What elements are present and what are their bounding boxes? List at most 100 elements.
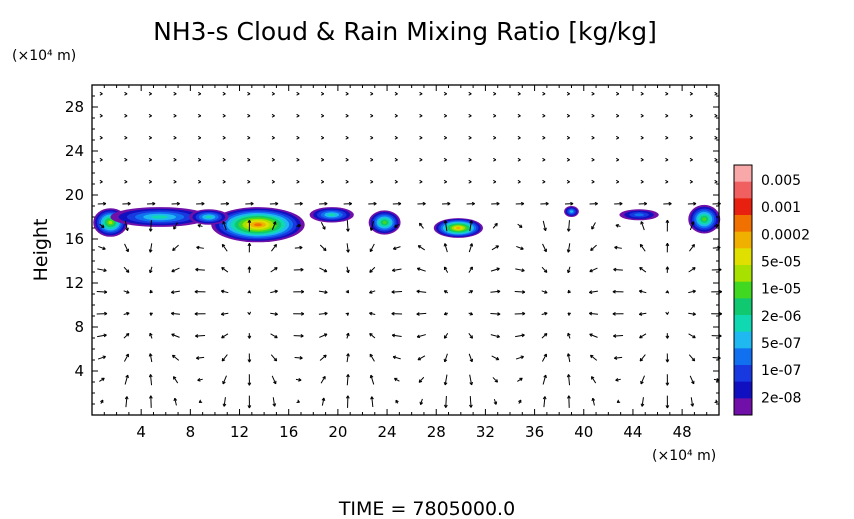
wind-vector-head xyxy=(148,353,153,357)
wind-vector xyxy=(221,267,229,273)
wind-vector-head xyxy=(417,245,422,249)
wind-vector-head xyxy=(247,91,251,96)
wind-vector-head xyxy=(693,201,697,206)
wind-vector-head xyxy=(615,113,620,118)
wind-vector-head xyxy=(544,290,548,294)
wind-vector-head xyxy=(172,247,176,251)
cloud-region xyxy=(564,206,579,217)
wind-vector-head xyxy=(469,311,474,316)
wind-vector xyxy=(294,356,303,359)
wind-vector xyxy=(567,374,571,386)
wind-vector-head xyxy=(369,333,373,337)
wind-vector-head xyxy=(221,267,225,271)
wind-vector-head xyxy=(275,201,279,206)
wind-vector xyxy=(416,312,427,315)
wind-vector-head xyxy=(197,91,202,96)
cloud-region xyxy=(110,207,209,227)
wind-vector xyxy=(222,375,227,385)
wind-vector-head xyxy=(271,91,275,96)
cloud-contour xyxy=(254,223,262,227)
wind-vector-head xyxy=(197,113,202,118)
wind-vector-head xyxy=(296,135,300,140)
wind-vector xyxy=(689,244,695,252)
wind-vector-head xyxy=(247,311,252,315)
wind-vector xyxy=(221,290,229,294)
wind-vector xyxy=(469,374,473,386)
wind-vector-head xyxy=(247,135,251,140)
wind-vector-head xyxy=(496,267,500,271)
wind-vector xyxy=(688,267,696,273)
wind-vector-head xyxy=(665,219,670,223)
wind-vector-head xyxy=(171,333,175,337)
wind-vector xyxy=(591,222,596,230)
colorbar-swatch xyxy=(734,215,752,233)
wind-vector-head xyxy=(323,268,328,273)
colorbar-swatch xyxy=(734,265,752,283)
wind-vector-head xyxy=(689,113,693,118)
wind-vector-head xyxy=(469,381,474,386)
wind-vector-head xyxy=(495,245,500,249)
wind-vector-head xyxy=(517,135,521,140)
wind-vector-head xyxy=(443,91,447,96)
wind-vector-head xyxy=(221,357,226,362)
wind-vector xyxy=(589,267,598,273)
wind-vector-head xyxy=(345,179,349,184)
y-tick-label: 28 xyxy=(65,98,84,116)
wind-vector-head xyxy=(296,113,300,118)
wind-vector-head xyxy=(247,290,252,294)
wind-vector-head xyxy=(443,266,448,270)
colorbar-label: 5e-05 xyxy=(761,255,801,271)
wind-vector-head xyxy=(370,135,374,140)
y-axis: 4 8 12 16 20 24 28 xyxy=(65,95,719,405)
wind-vector-head xyxy=(589,290,593,294)
wind-vector-head xyxy=(665,157,669,162)
wind-vector xyxy=(223,397,226,407)
wind-vector-head xyxy=(419,135,423,140)
wind-vector xyxy=(639,312,647,315)
wind-vector-head xyxy=(418,222,423,227)
wind-vector xyxy=(319,267,328,273)
wind-vector-head xyxy=(124,135,128,140)
wind-vector-head xyxy=(124,157,128,162)
wind-vector-head xyxy=(320,157,325,162)
wind-vector-head xyxy=(345,157,349,162)
wind-vector xyxy=(149,374,153,386)
wind-vector-head xyxy=(613,356,618,360)
wind-vector-head xyxy=(393,377,398,382)
wind-vector-head xyxy=(493,179,497,184)
wind-vector-head xyxy=(197,378,201,382)
wind-vector xyxy=(124,243,129,252)
cloud-region xyxy=(619,209,659,221)
x-tick-label: 28 xyxy=(427,423,446,441)
colorbar-swatch xyxy=(734,198,752,216)
wind-vector xyxy=(445,395,447,408)
wind-vector xyxy=(468,353,473,362)
wind-vector-head xyxy=(590,247,594,251)
colorbar-label: 0.005 xyxy=(761,173,801,189)
wind-vector-head xyxy=(639,243,644,248)
wind-vector-head xyxy=(493,401,498,405)
wind-vector-head xyxy=(443,290,448,294)
wind-vector-head xyxy=(591,179,595,184)
wind-vector-head xyxy=(370,157,374,162)
wind-vector xyxy=(321,397,325,406)
wind-vector-head xyxy=(419,157,423,162)
wind-vector-head xyxy=(394,113,398,118)
wind-vector xyxy=(393,246,401,250)
wind-vector-head xyxy=(392,268,396,273)
wind-vector-head xyxy=(346,269,350,274)
wind-vector-head xyxy=(714,91,718,96)
wind-vector xyxy=(542,374,547,385)
wind-vector-head xyxy=(494,222,498,227)
wind-vector-head xyxy=(640,135,644,140)
wind-vector-head xyxy=(416,312,420,316)
wind-vector-head xyxy=(346,353,350,357)
wind-vector-head xyxy=(195,356,200,360)
plot-frame xyxy=(91,84,720,416)
wind-vector-head xyxy=(221,243,226,248)
wind-vector-head xyxy=(149,395,153,399)
wind-vector-head xyxy=(197,157,202,162)
wind-vector xyxy=(541,353,547,362)
x-tick-label: 48 xyxy=(673,423,692,441)
